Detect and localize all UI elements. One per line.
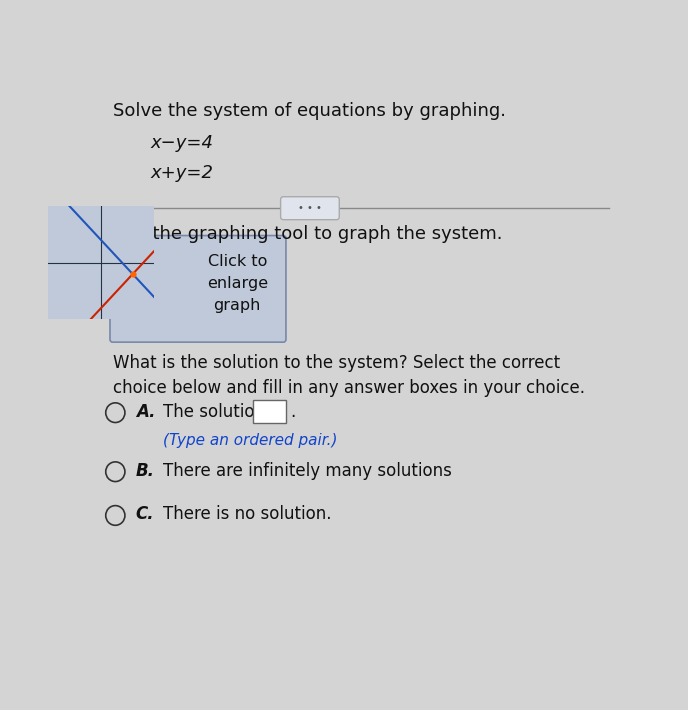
Text: Click to
enlarge
graph: Click to enlarge graph <box>206 254 268 314</box>
Text: • • •: • • • <box>298 203 322 213</box>
Text: The solution is: The solution is <box>163 403 284 420</box>
FancyBboxPatch shape <box>281 197 339 219</box>
Text: Solve the system of equations by graphing.: Solve the system of equations by graphin… <box>113 102 506 119</box>
Text: x+y=2: x+y=2 <box>150 165 213 182</box>
FancyBboxPatch shape <box>110 236 286 342</box>
Text: Use the graphing tool to graph the system.: Use the graphing tool to graph the syste… <box>113 224 502 243</box>
Text: There are infinitely many solutions: There are infinitely many solutions <box>163 462 452 480</box>
Text: .: . <box>290 403 295 420</box>
Text: x−y=4: x−y=4 <box>150 134 213 153</box>
Text: C.: C. <box>136 506 154 523</box>
Text: (Type an ordered pair.): (Type an ordered pair.) <box>163 432 338 447</box>
Text: What is the solution to the system? Select the correct
choice below and fill in : What is the solution to the system? Sele… <box>113 354 585 397</box>
Text: B.: B. <box>136 462 155 480</box>
Text: There is no solution.: There is no solution. <box>163 506 332 523</box>
FancyBboxPatch shape <box>253 400 286 423</box>
Text: A.: A. <box>136 403 155 420</box>
